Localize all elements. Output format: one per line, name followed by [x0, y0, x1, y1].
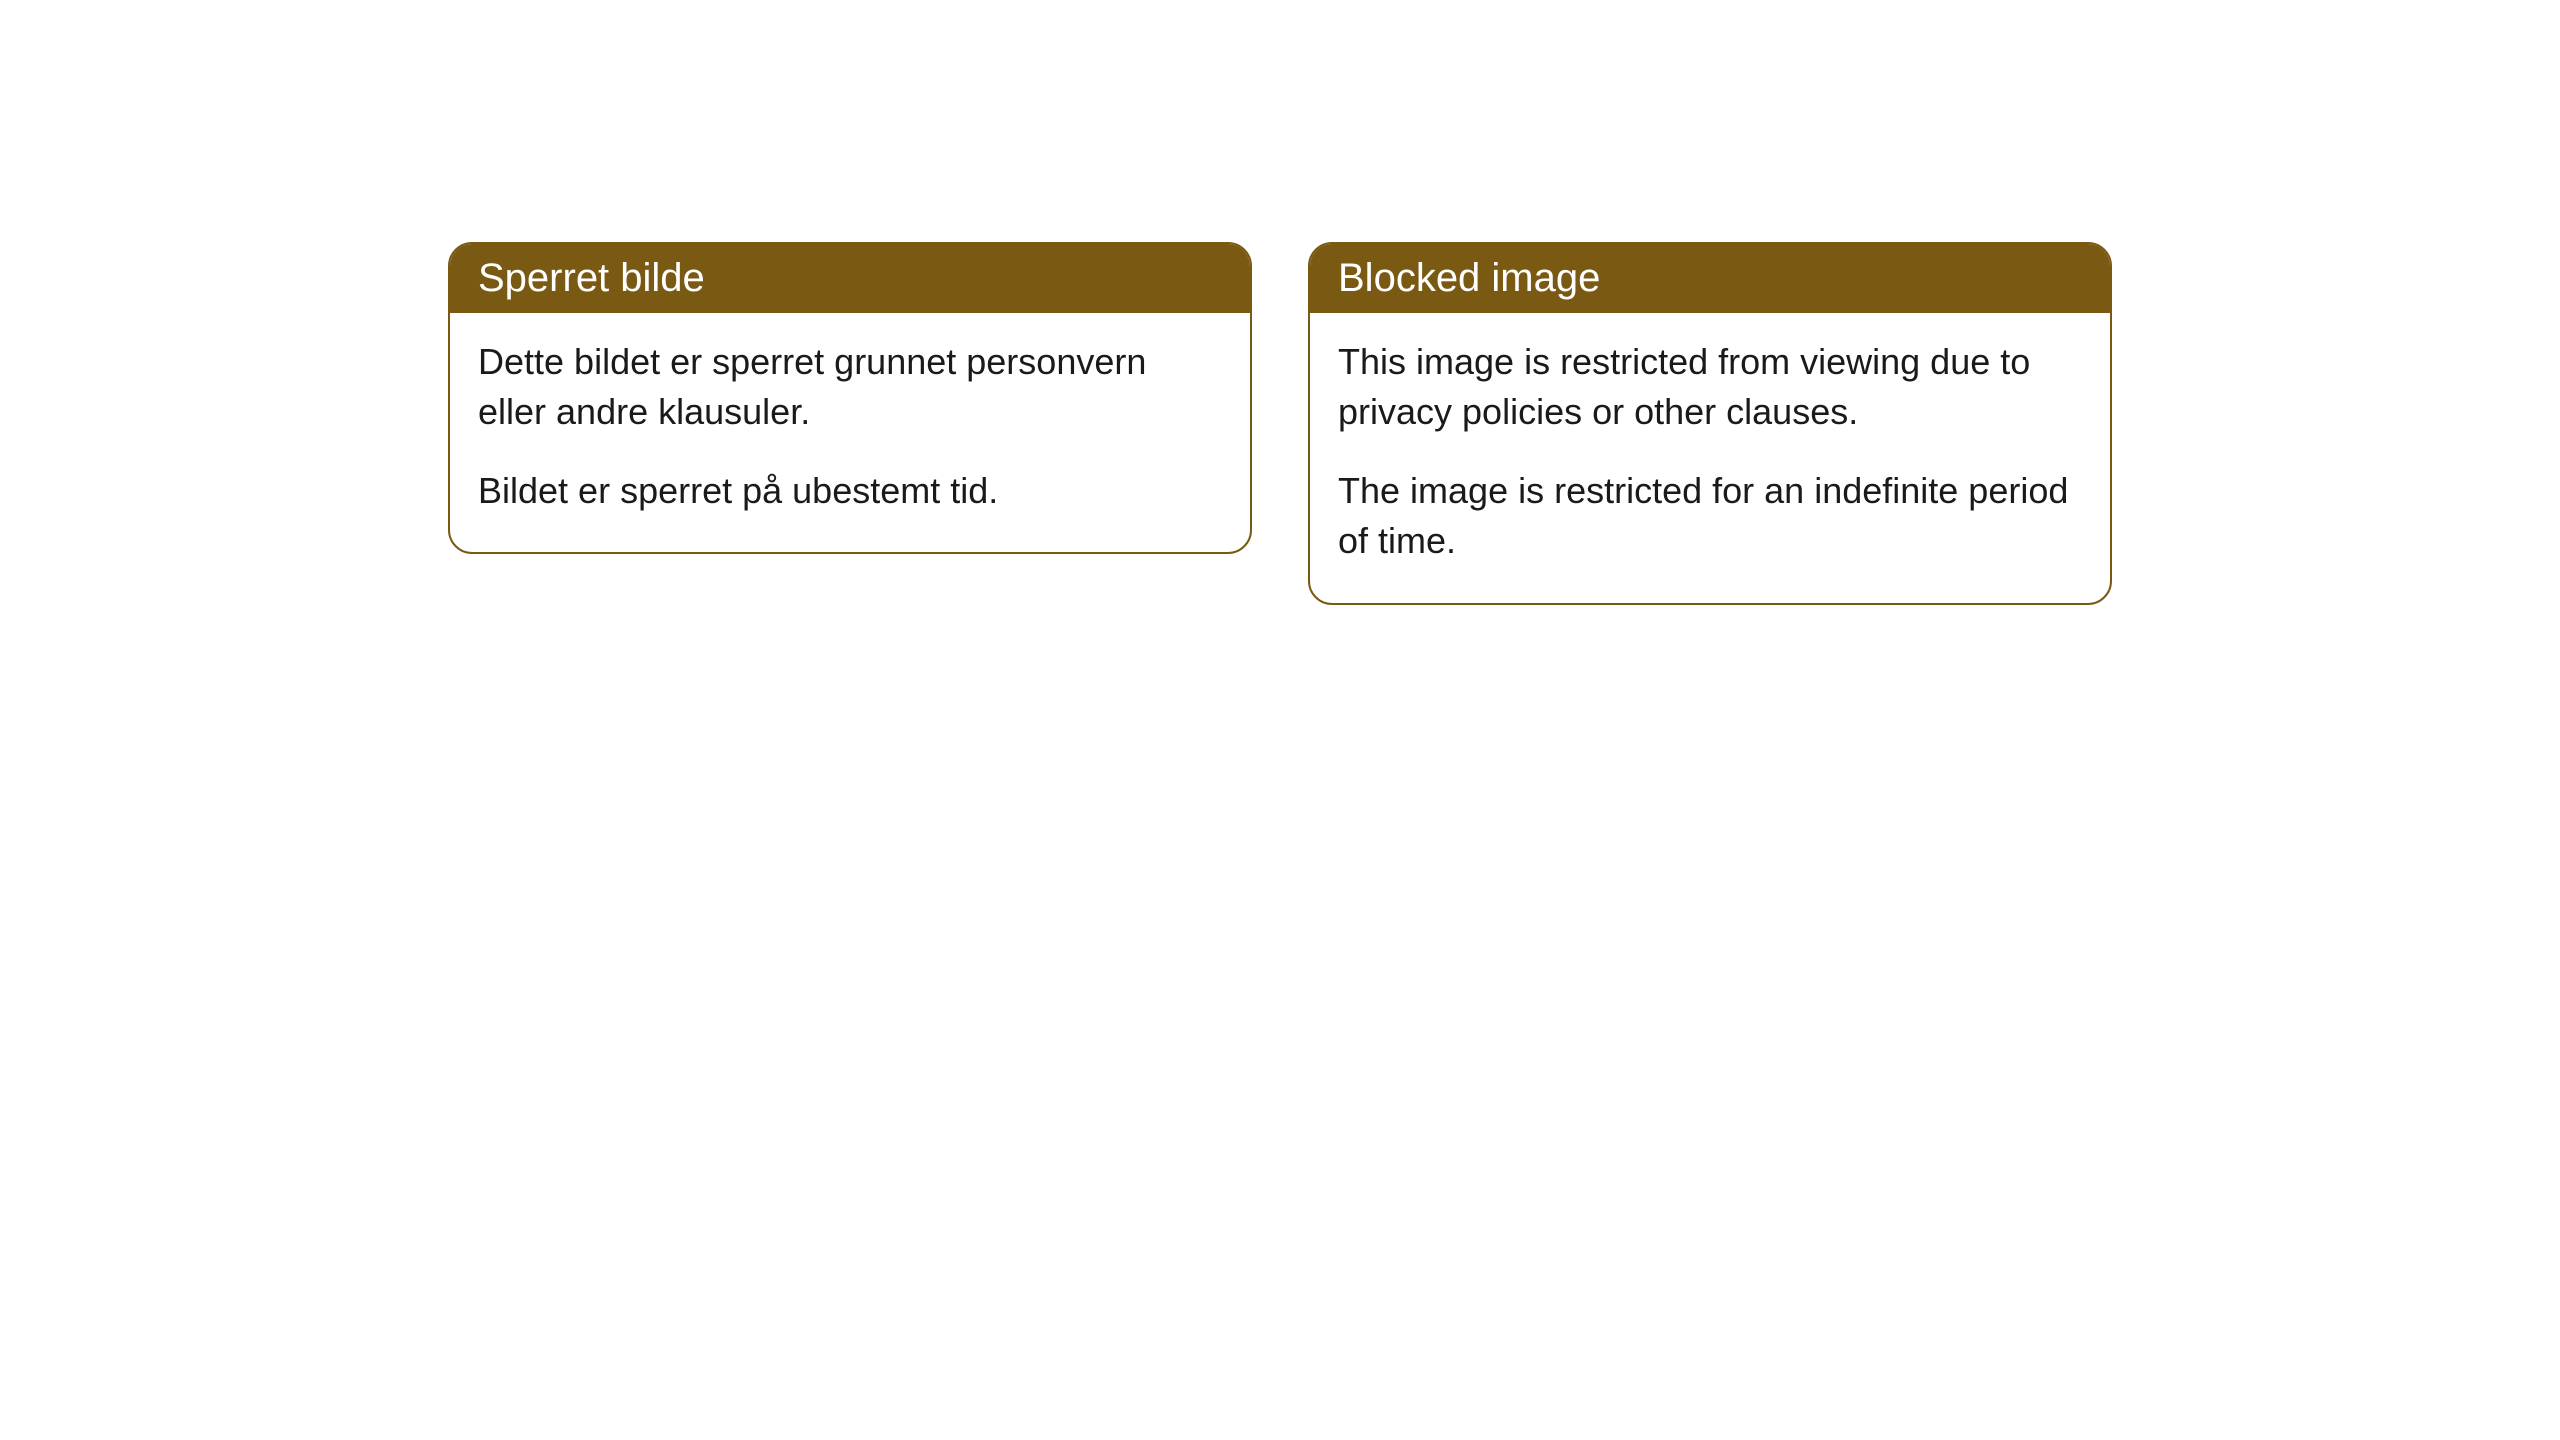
card-paragraph-1: Dette bildet er sperret grunnet personve…: [478, 337, 1222, 438]
card-header: Blocked image: [1310, 244, 2110, 313]
card-title: Blocked image: [1338, 256, 1600, 300]
notice-cards-container: Sperret bilde Dette bildet er sperret gr…: [448, 242, 2112, 1440]
card-paragraph-2: Bildet er sperret på ubestemt tid.: [478, 466, 1222, 516]
blocked-image-card-en: Blocked image This image is restricted f…: [1308, 242, 2112, 605]
card-body: Dette bildet er sperret grunnet personve…: [450, 313, 1250, 552]
card-paragraph-1: This image is restricted from viewing du…: [1338, 337, 2082, 438]
card-paragraph-2: The image is restricted for an indefinit…: [1338, 466, 2082, 567]
card-header: Sperret bilde: [450, 244, 1250, 313]
blocked-image-card-no: Sperret bilde Dette bildet er sperret gr…: [448, 242, 1252, 554]
card-body: This image is restricted from viewing du…: [1310, 313, 2110, 603]
card-title: Sperret bilde: [478, 256, 705, 300]
